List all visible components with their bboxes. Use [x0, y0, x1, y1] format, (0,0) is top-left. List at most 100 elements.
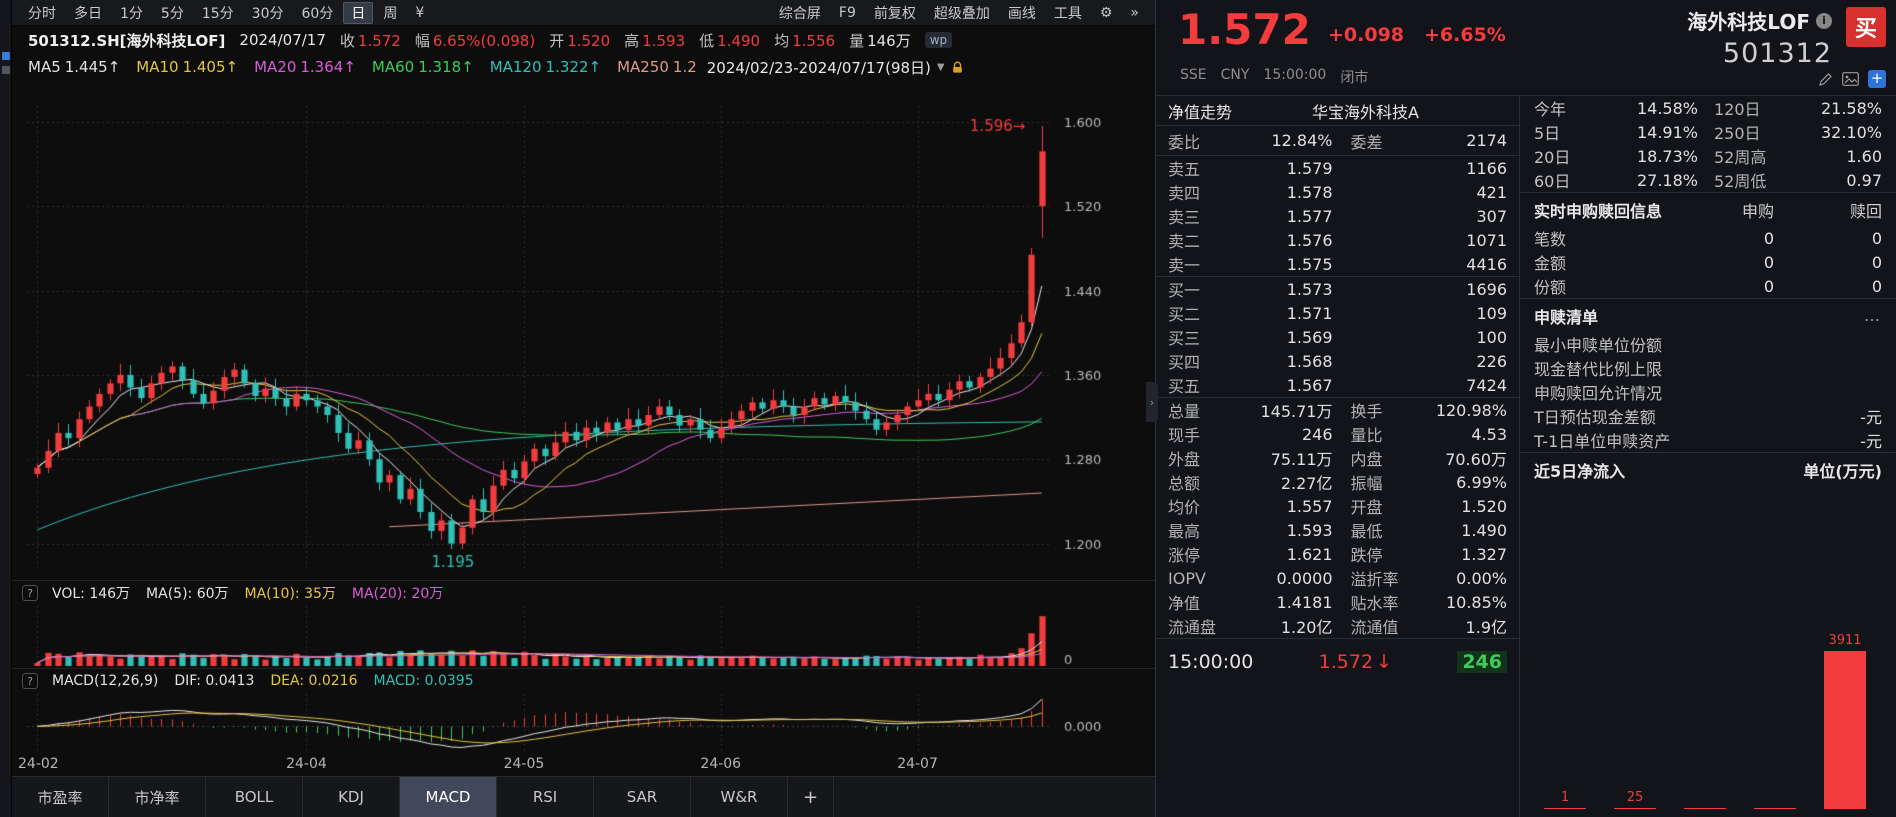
toolbar-tool[interactable]: 超级叠加: [933, 5, 990, 22]
left-rail: [0, 0, 12, 817]
pcf-row: 申购赎回允许情况: [1534, 384, 1663, 403]
buy-button[interactable]: 买: [1846, 7, 1886, 47]
pencil-icon[interactable]: [1818, 72, 1833, 87]
macd-canvas[interactable]: [12, 692, 1155, 754]
toolbar-tool[interactable]: 画线: [1007, 5, 1036, 22]
chevron-down-icon[interactable]: ▼: [936, 61, 945, 73]
return-row: 今年 14.58% 120日 21.58%: [1534, 98, 1882, 120]
bid-row[interactable]: 买一 1.573 1696: [1168, 279, 1507, 301]
more-ellipsis[interactable]: …: [1864, 306, 1882, 325]
period-item[interactable]: 60分: [301, 5, 334, 22]
stat-rows: 总量 145.71万 换手 120.98% 现手 246 量比 4.53: [1156, 398, 1519, 638]
bid-row[interactable]: 买四 1.568 226: [1168, 351, 1507, 373]
wp-badge[interactable]: wp: [924, 32, 953, 48]
instrument-code: 501312: [1722, 38, 1832, 69]
infobar: 501312.SH[海外科技LOF] 2024/07/17 收 1.572 幅 6.6…: [12, 26, 1155, 54]
tab-fund-a[interactable]: 华宝海外科技A: [1312, 102, 1419, 122]
more-chevron-icon[interactable]: »: [1130, 4, 1139, 21]
weibi-row: 委比 12.84% 委差 2174: [1156, 126, 1519, 156]
bid-row[interactable]: 买五 1.567 7424: [1168, 375, 1507, 397]
instrument-name[interactable]: 海外科技LOF: [1687, 10, 1810, 34]
ma-legend-item: MA120 1.322↑: [489, 58, 602, 76]
period-item[interactable]: 多日: [74, 5, 102, 22]
ask-row[interactable]: 卖一 1.575 4416: [1168, 254, 1507, 276]
fund-stats-column: 今年 14.58% 120日 21.58% 5日 14.91% 250日 32.…: [1520, 96, 1896, 817]
main-chart[interactable]: [12, 80, 1155, 580]
stat-row: IOPV 0.0000 溢折率 0.00%: [1168, 568, 1507, 590]
volume-legend-item: VOL: 146万: [52, 585, 131, 602]
period-item[interactable]: 周: [383, 5, 398, 22]
panel-collapse-handle[interactable]: ›: [1146, 382, 1158, 422]
market-status: SSE CNY 15:00:00 闭市: [1180, 67, 1368, 87]
indicator-tab[interactable]: W&R: [691, 777, 788, 817]
volume-canvas[interactable]: [12, 604, 1155, 668]
price-change-pct: +6.65%: [1424, 24, 1506, 46]
add-to-watchlist-button[interactable]: +: [1868, 70, 1886, 88]
inflow-bar: [1824, 651, 1866, 809]
indicator-tab[interactable]: RSI: [497, 777, 594, 817]
macd-legend-item: DEA: 0.0216: [270, 672, 358, 689]
indicator-tab[interactable]: SAR: [594, 777, 691, 817]
stat-row: 总额 2.27亿 振幅 6.99%: [1168, 472, 1507, 494]
inflow-bar: [1754, 808, 1796, 809]
lock-icon[interactable]: [951, 61, 964, 74]
realtime-rows: 笔数 0 0 金额 0 0 份额 0: [1520, 226, 1896, 299]
indicator-tab[interactable]: 市净率: [109, 777, 206, 817]
period-item[interactable]: 15分: [201, 5, 234, 22]
weicha-label: 委差: [1350, 132, 1383, 152]
stat-row: 外盘 75.11万 内盘 70.60万: [1168, 450, 1507, 469]
quote-body: 净值走势 华宝海外科技A 委比 12.84% 委差 2174 卖五 1.579: [1156, 96, 1896, 817]
ask-row[interactable]: 卖三 1.577 307: [1168, 206, 1507, 228]
pcf-title: 申赎清单: [1534, 307, 1599, 327]
quote-field: 高 1.593: [624, 31, 686, 50]
return-row: 20日 18.73% 52周高 1.60: [1534, 146, 1882, 168]
last-tick-row: 15:00:00 1.572 ↓ 246: [1156, 638, 1519, 817]
bid-row[interactable]: 买二 1.571 109: [1168, 303, 1507, 325]
period-item[interactable]: 30分: [251, 5, 284, 22]
add-indicator-button[interactable]: +: [788, 777, 834, 817]
image-icon[interactable]: [1842, 72, 1859, 86]
toolbar-tool[interactable]: 工具: [1053, 5, 1082, 22]
realtime-row: 金额 0 0: [1534, 252, 1882, 274]
period-item[interactable]: 1分: [120, 5, 143, 22]
stat-row: 流通盘 1.20亿 流通值 1.9亿: [1168, 618, 1507, 637]
subscribe-col-header: 申购: [1741, 201, 1774, 221]
symbol-label[interactable]: 501312.SH[海外科技LOF]: [28, 31, 226, 50]
toolbar-tool[interactable]: 综合屏: [778, 5, 821, 22]
volume-legend: ? VOL: 146万 MA(5): 60万 MA(10): 35万 MA(20): …: [12, 580, 1155, 604]
ask-row[interactable]: 卖五 1.579 1166: [1168, 158, 1507, 180]
bid-row[interactable]: 买三 1.569 100: [1168, 327, 1507, 349]
ask-row[interactable]: 卖二 1.576 1071: [1168, 230, 1507, 252]
indicator-tab[interactable]: KDJ: [303, 777, 400, 817]
indicator-tab[interactable]: MACD: [400, 777, 497, 817]
order-book-column: 净值走势 华宝海外科技A 委比 12.84% 委差 2174 卖五 1.579: [1156, 96, 1520, 817]
period-item[interactable]: ¥: [415, 4, 425, 21]
quote-field: 幅 6.65%(0.098): [414, 31, 536, 50]
toolbar-tool[interactable]: F9: [838, 4, 856, 21]
rail-shortcut-icon[interactable]: [1, 52, 10, 60]
help-icon[interactable]: ?: [22, 672, 38, 689]
date-range-selector[interactable]: 2024/02/23-2024/07/17(98日) ▼: [707, 57, 964, 78]
inflow-bar: [1544, 808, 1586, 809]
stat-row: 净值 1.4181 贴水率 10.85%: [1168, 592, 1507, 614]
period-item[interactable]: 分时: [28, 5, 56, 22]
indicator-tab[interactable]: BOLL: [206, 777, 303, 817]
rail-menu-icon[interactable]: [1, 66, 10, 74]
period-item[interactable]: 5分: [160, 5, 184, 22]
tab-nav-trend[interactable]: 净值走势: [1168, 102, 1233, 122]
stat-row: 均价 1.557 开盘 1.520: [1168, 496, 1507, 518]
realtime-title: 实时申购赎回信息: [1534, 201, 1663, 221]
indicator-tab[interactable]: 市盈率: [12, 777, 109, 817]
quote-field: 均 1.556: [774, 31, 836, 50]
period-item[interactable]: 日: [343, 1, 374, 24]
toolbar-tool[interactable]: 前复权: [873, 5, 916, 22]
quote-field: 收 1.572: [339, 31, 401, 50]
info-icon[interactable]: i: [1816, 12, 1832, 29]
gear-icon[interactable]: ⚙: [1099, 4, 1113, 21]
x-tick-label: 24-06: [700, 756, 742, 772]
x-tick-label: 24-04: [286, 756, 327, 772]
redeem-col-header: 赎回: [1849, 201, 1882, 221]
main-chart-canvas[interactable]: [12, 80, 1155, 580]
help-icon[interactable]: ?: [22, 584, 38, 601]
ask-row[interactable]: 卖四 1.578 421: [1168, 182, 1507, 204]
